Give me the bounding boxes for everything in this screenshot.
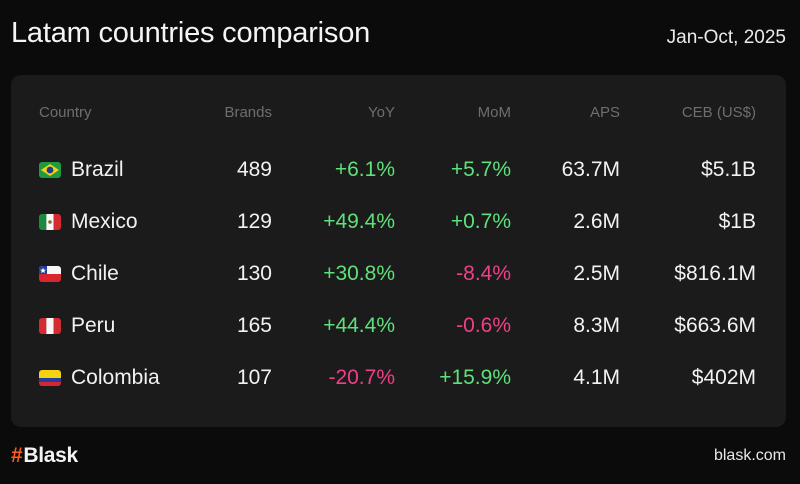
brands-cell: 107 [236,366,272,389]
brands-cell: 489 [236,158,272,181]
aps-cell: 2.5M [573,262,620,285]
table-row: Peru 165 +44.4% -0.6% 8.3M $663.6M [11,308,786,344]
mom-cell: -0.6% [456,314,511,337]
column-header-ceb: CEB (US$) [681,104,756,121]
country-cell: Peru [39,308,115,344]
logo-text: Blask [23,444,78,467]
country-name: Chile [71,262,119,285]
period-label: Jan-Oct, 2025 [666,27,786,48]
ceb-cell: $816.1M [674,262,756,285]
column-header-yoy: YoY [368,104,395,121]
table-row: Chile 130 +30.8% -8.4% 2.5M $816.1M [11,256,786,292]
country-name: Mexico [71,210,138,233]
footer-site-link[interactable]: blask.com [713,447,786,464]
brazil-flag-icon [39,162,61,178]
country-cell: Colombia [39,360,160,396]
country-name: Colombia [71,366,160,389]
ceb-cell: $402M [691,366,756,389]
peru-flag-icon [39,318,61,334]
aps-cell: 4.1M [573,366,620,389]
table-row: Mexico 129 +49.4% +0.7% 2.6M $1B [11,204,786,240]
country-cell: Mexico [39,204,138,240]
chile-flag-icon [39,266,61,282]
yoy-cell: +30.8% [323,262,395,285]
logo-hash: # [11,444,23,467]
country-cell: Brazil [39,152,124,188]
aps-cell: 2.6M [573,210,620,233]
aps-cell: 8.3M [573,314,620,337]
brands-cell: 165 [236,314,272,337]
brand-logo: # Blask [11,444,78,468]
country-cell: Chile [39,256,119,292]
ceb-cell: $5.1B [701,158,756,181]
ceb-cell: $663.6M [674,314,756,337]
country-name: Brazil [71,158,124,181]
brands-cell: 129 [236,210,272,233]
column-header-aps: APS [589,104,620,121]
mom-cell: +0.7% [450,210,511,233]
yoy-cell: +44.4% [323,314,395,337]
colombia-flag-icon [39,370,61,386]
table-header-row: Country Brands YoY MoM APS CEB (US$) [11,99,786,127]
yoy-cell: +6.1% [334,158,395,181]
ceb-cell: $1B [718,210,756,233]
yoy-cell: +49.4% [323,210,395,233]
column-header-mom: MoM [477,104,511,121]
column-header-brands: Brands [224,104,272,121]
country-name: Peru [71,314,116,337]
brands-cell: 130 [236,262,272,285]
table-row: Brazil 489 +6.1% +5.7% 63.7M $5.1B [11,152,786,188]
mom-cell: +5.7% [450,158,511,181]
yoy-cell: -20.7% [328,366,395,389]
table-row: Colombia 107 -20.7% +15.9% 4.1M $402M [11,360,786,396]
mom-cell: +15.9% [439,366,511,389]
aps-cell: 63.7M [561,158,620,181]
column-header-country: Country [39,104,92,121]
mom-cell: -8.4% [456,262,511,285]
page-title: Latam countries comparison [11,17,371,49]
comparison-table: Country Brands YoY MoM APS CEB (US$) Bra… [11,75,786,427]
mexico-flag-icon [39,214,61,230]
